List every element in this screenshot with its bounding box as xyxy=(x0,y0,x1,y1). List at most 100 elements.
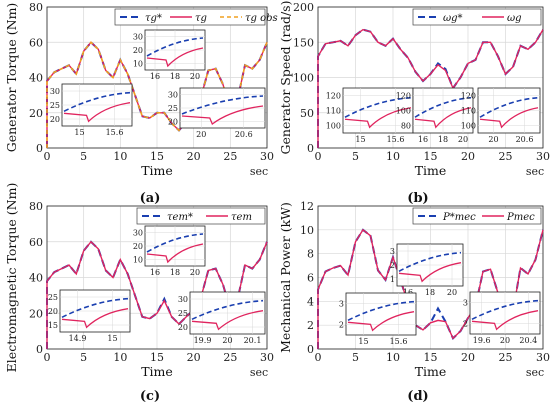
x-tick-label: 0 xyxy=(315,351,322,364)
inset-y-tick: 100 xyxy=(396,107,411,116)
x-tick-label: 25 xyxy=(223,351,237,364)
zoom-inset: 20 20.6 20 25 30 xyxy=(168,87,266,139)
inset-y-tick: 3 xyxy=(339,300,344,309)
inset-meas-line xyxy=(181,105,264,126)
x-axis-unit: sec xyxy=(250,366,268,379)
legend-box xyxy=(412,8,542,26)
y-axis-label: Generator Speed (rad/s) xyxy=(278,1,293,155)
inset-x-tick: 20 xyxy=(458,135,468,144)
inset-y-tick: 110 xyxy=(326,107,341,116)
x-axis-label: Time xyxy=(141,364,173,379)
inset-ref-line xyxy=(61,297,129,319)
inset-y-tick: 3 xyxy=(390,247,395,256)
y-axis-label: Mechanical Power (kW) xyxy=(278,202,293,353)
x-tick-label: 0 xyxy=(315,150,322,163)
inset-x-tick: 20 xyxy=(196,130,206,139)
inset-ref-line xyxy=(344,96,412,118)
zoom-inset: 14.9 15 15 20 25 xyxy=(48,289,131,343)
inset-y-tick: 100 xyxy=(326,122,341,131)
legend-label: ωg xyxy=(507,13,522,24)
inset-meas-line xyxy=(191,310,264,331)
y-axis-label: Generator Torque (Nm) xyxy=(4,3,19,153)
inset-x-tick: 16 xyxy=(150,268,160,277)
x-tick-label: 20 xyxy=(187,150,201,163)
inset-y-tick: 20 xyxy=(133,46,143,55)
inset-y-tick: 2 xyxy=(390,261,395,270)
panel-a: 0 5 10 15 20 25 30 0 20 40 60 80 τg* τg τg obs Time sec G… xyxy=(4,1,278,206)
y-tick-label: 10 xyxy=(300,224,314,237)
inset-y-tick: 20 xyxy=(133,242,143,251)
plot-frame xyxy=(317,205,544,350)
y-tick-label: 0 xyxy=(307,343,314,356)
inset-y-tick: 30 xyxy=(178,295,188,304)
x-tick-label: 20 xyxy=(461,351,475,364)
x-axis-unit: sec xyxy=(526,165,544,178)
x-axis-label: Time xyxy=(415,364,447,379)
x-tick-label: 30 xyxy=(536,150,550,163)
y-tick-label: 8 xyxy=(307,248,314,261)
inset-y-tick: 30 xyxy=(168,91,178,100)
inset-ref-line xyxy=(181,95,264,115)
zoom-inset: 15 15.6 20 25 30 xyxy=(50,83,133,137)
x-tick-label: 5 xyxy=(352,351,359,364)
inset-y-tick: 10 xyxy=(133,255,143,264)
x-axis-unit: sec xyxy=(250,165,268,178)
panel-caption: (c) xyxy=(140,389,160,404)
legend-label: Pmec xyxy=(506,212,535,223)
y-tick-label: 40 xyxy=(29,72,43,85)
inset-x-tick: 16 xyxy=(418,135,428,144)
y-tick-label: 4 xyxy=(307,295,314,308)
x-tick-label: 30 xyxy=(260,351,274,364)
y-tick-label: 0 xyxy=(307,142,314,155)
zoom-inset: 15 15.6 2 3 xyxy=(339,292,417,346)
inset-y-tick: 2 xyxy=(339,321,344,330)
x-tick-label: 0 xyxy=(44,351,51,364)
x-tick-label: 15 xyxy=(150,351,164,364)
legend-box xyxy=(412,207,542,225)
inset-x-tick: 20 xyxy=(190,72,200,81)
inset-y-tick: 20 xyxy=(48,307,58,316)
inset-meas-line xyxy=(344,107,412,129)
x-tick-label: 5 xyxy=(80,351,87,364)
inset-meas-line xyxy=(398,262,462,283)
inset-y-tick: 80 xyxy=(401,122,411,131)
series-line-1 xyxy=(317,28,544,148)
inset-meas-line xyxy=(479,107,539,129)
inset-x-tick: 20 xyxy=(190,268,200,277)
zoom-inset: 20 20.6 100 110 120 xyxy=(461,87,541,144)
y-tick-label: 12 xyxy=(300,200,314,213)
zoom-inset: 19.6 20 20.4 2 3 xyxy=(463,291,541,345)
inset-y-tick: 30 xyxy=(133,229,143,238)
inset-ref-line xyxy=(191,299,264,321)
inset-x-tick: 20.1 xyxy=(244,336,262,345)
inset-x-tick: 15 xyxy=(74,128,84,137)
inset-y-tick: 25 xyxy=(168,104,178,113)
y-tick-label: 0 xyxy=(36,343,43,356)
inset-y-tick: 25 xyxy=(48,293,58,302)
x-axis-label: Time xyxy=(141,163,173,178)
inset-ref-line xyxy=(398,251,462,273)
plot-frame xyxy=(46,6,268,149)
panel-caption: (d) xyxy=(407,389,428,404)
x-axis-label: Time xyxy=(415,163,447,178)
inset-x-tick: 15.6 xyxy=(106,128,124,137)
inset-x-tick: 19.9 xyxy=(194,336,212,345)
inset-ref-line xyxy=(471,299,539,321)
inset-y-tick: 3 xyxy=(463,299,468,308)
inset-y-tick: 10 xyxy=(133,59,143,68)
inset-y-tick: 20 xyxy=(178,323,188,332)
zoom-inset: 16 18 20 10 20 30 xyxy=(133,29,206,81)
y-tick-label: 200 xyxy=(293,1,314,14)
x-tick-label: 5 xyxy=(352,150,359,163)
inset-meas-line xyxy=(146,47,204,68)
panel-caption: (a) xyxy=(140,191,161,206)
inset-y-tick: 20 xyxy=(50,115,60,124)
inset-meas-line xyxy=(146,243,204,264)
inset-y-tick: 15 xyxy=(48,321,58,330)
inset-x-tick: 20 xyxy=(500,336,510,345)
zoom-inset: 19.9 20 20.1 20 25 30 xyxy=(178,291,266,345)
panel-caption: (b) xyxy=(407,191,428,206)
y-tick-label: 40 xyxy=(29,272,43,285)
